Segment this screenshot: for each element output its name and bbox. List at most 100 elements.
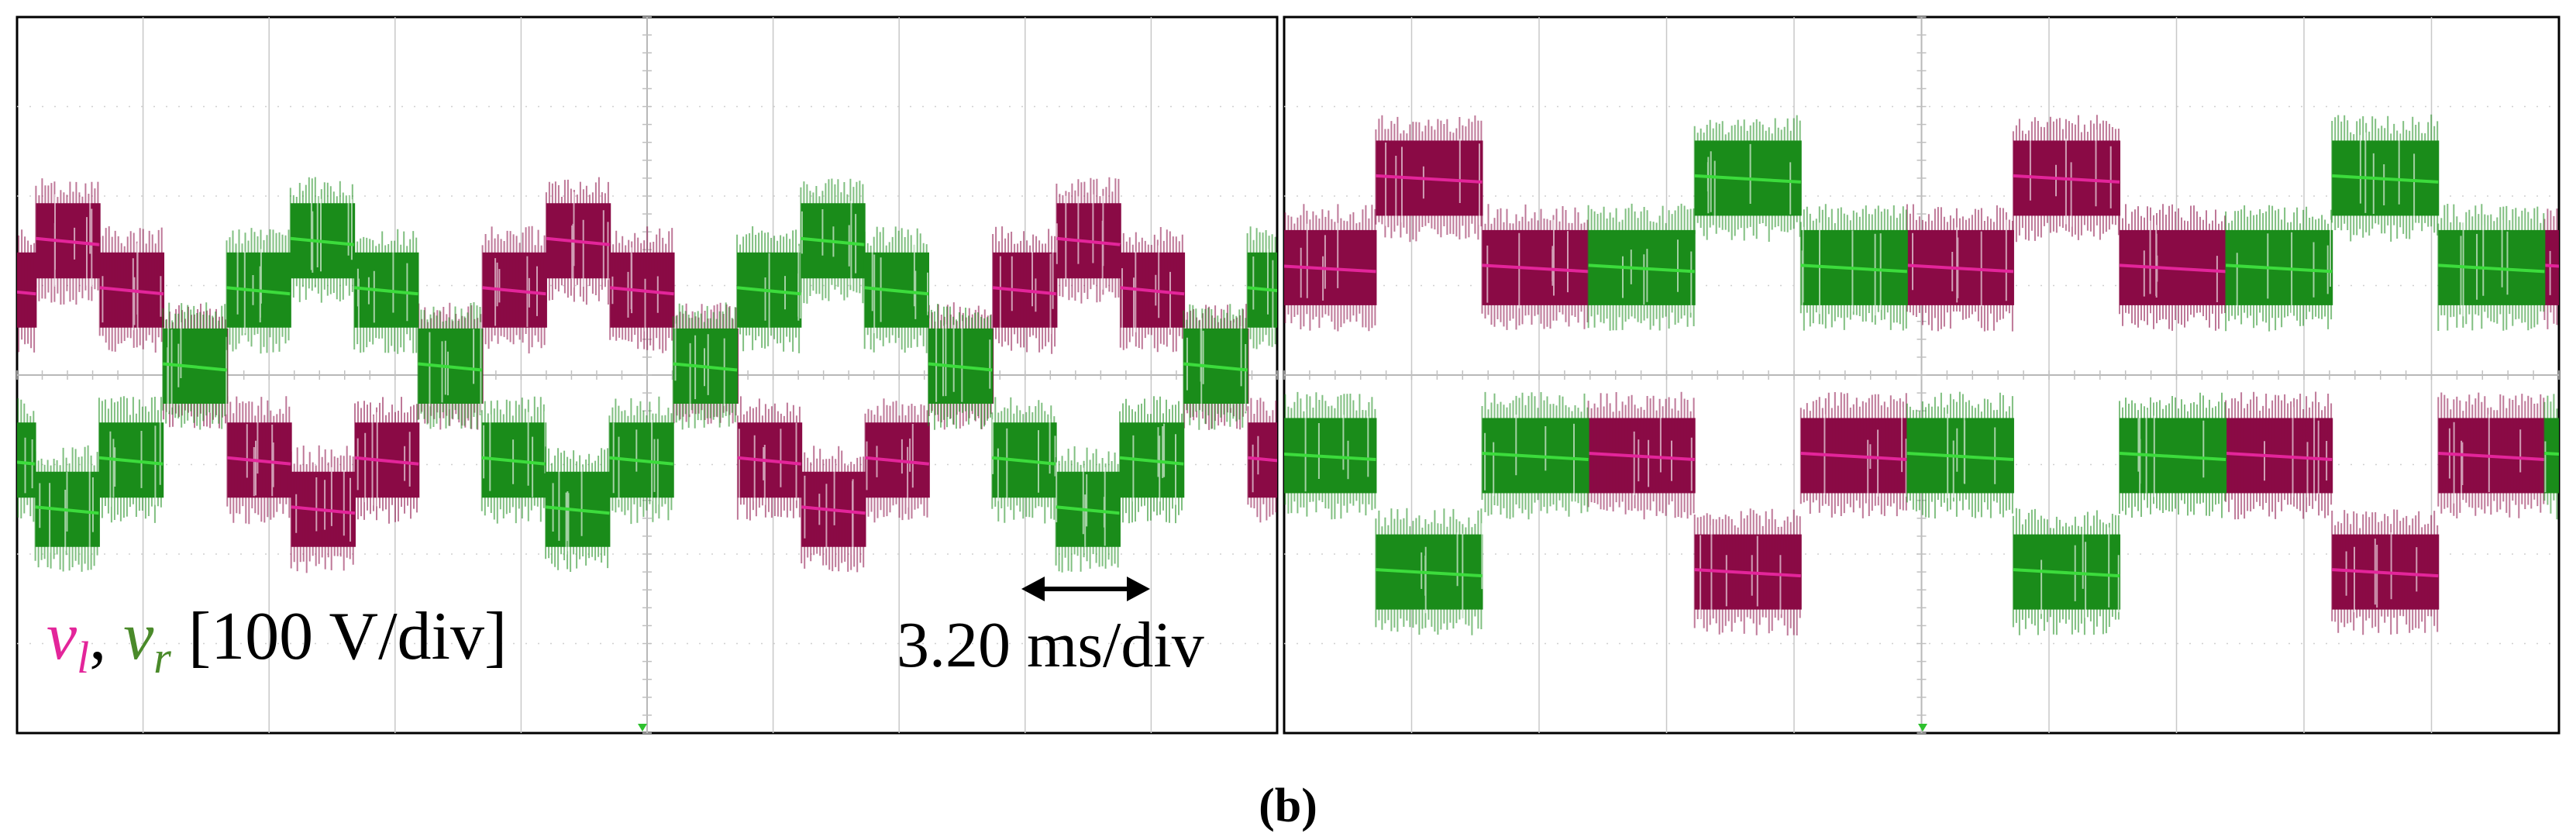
series-vl-line	[1800, 451, 1907, 461]
series-vr-line	[928, 362, 993, 372]
series-vl-ripple	[1284, 204, 1376, 332]
trigger-marker-left	[638, 724, 647, 732]
series-vr-line	[2438, 263, 2545, 274]
series-vr-switching	[24, 437, 33, 494]
traces-right	[1284, 114, 2559, 636]
series-vl-switching	[2345, 532, 2418, 613]
series-vr-line	[1588, 263, 1695, 274]
vr-label: v	[123, 599, 154, 674]
series-vr-line	[736, 286, 801, 296]
unit-label: [100 V/div]	[188, 599, 507, 674]
series-vl-line	[1906, 263, 2014, 274]
series-vl-line	[801, 505, 866, 515]
series-vl-switching	[611, 247, 659, 332]
series-vl-switching	[1633, 417, 1693, 495]
chart-panel-left: vl, vr [100 V/div] 3.20 ms/div	[15, 15, 1279, 735]
series-vr-line	[992, 456, 1056, 466]
time-scale-label: 3.20 ms/div	[897, 609, 1204, 681]
series-vl-line	[546, 236, 611, 246]
series-vl-line	[1120, 286, 1185, 296]
time-scale-arrow	[1021, 577, 1150, 601]
series-vr-band	[2544, 418, 2559, 494]
series-vr-left	[17, 177, 1277, 573]
series-vl-line	[1056, 236, 1121, 246]
series-vr-right	[1284, 114, 2559, 635]
series-vl-line	[737, 456, 802, 466]
vl-label: v	[46, 599, 77, 674]
series-vr-line	[1183, 362, 1248, 372]
series-vr-switching	[1421, 523, 1483, 619]
series-vr-line	[353, 286, 418, 296]
series-vl-line	[1376, 174, 1483, 184]
series-vl-line	[2013, 174, 2120, 184]
series-vl-line	[36, 236, 100, 246]
series-vr-switching	[1132, 423, 1176, 505]
series-vl-switching	[1252, 435, 1259, 493]
series-vl-line	[2438, 451, 2545, 461]
series-vr-line	[35, 505, 100, 515]
series-vl-right	[1284, 115, 2559, 636]
series-vl-line	[2332, 568, 2439, 578]
series-vr-line	[2119, 451, 2226, 461]
series-vl-line	[992, 286, 1057, 296]
series-vl-line	[2119, 263, 2226, 274]
series-vr-line	[1376, 568, 1483, 578]
series-vl-band	[2544, 229, 2559, 305]
series-vl-switching	[1486, 219, 1569, 308]
series-vr-switching	[236, 243, 262, 334]
vl-subscript: l	[77, 632, 89, 683]
series-vr-line	[481, 456, 546, 466]
series-vr-line	[545, 505, 610, 515]
series-vl-line	[610, 286, 674, 296]
series-vl-line	[354, 456, 419, 466]
series-vl-line	[1248, 456, 1277, 463]
series-vr-line	[1284, 453, 1376, 461]
series-vr-ripple	[17, 398, 35, 522]
series-vl-switching	[571, 191, 609, 288]
series-vr-switching	[109, 421, 161, 507]
series-vr-switching	[1484, 415, 1575, 503]
series-vr-line	[290, 236, 355, 246]
series-vr-switching	[1252, 249, 1274, 329]
series-vr-switching	[1622, 239, 1693, 313]
series-vr-line	[609, 456, 673, 466]
series-vr-line	[673, 362, 738, 372]
signal-label: vl, vr [100 V/div]	[46, 599, 507, 683]
series-vr-line	[1694, 174, 1801, 184]
series-vl-line	[1588, 451, 1695, 461]
vr-subscript: r	[153, 632, 171, 683]
traces-left	[17, 177, 1277, 573]
series-vr-switching	[992, 418, 1056, 507]
series-vl-line	[1284, 264, 1376, 274]
series-vr-switching	[935, 319, 991, 402]
series-vr-switching	[2359, 131, 2416, 219]
trigger-marker-right	[1918, 724, 1927, 732]
series-vr-line	[418, 362, 482, 372]
series-vl-line	[2225, 451, 2333, 461]
series-vr-line	[98, 456, 164, 466]
series-vl-switching	[2549, 250, 2551, 295]
series-vl-switching	[53, 194, 93, 287]
series-vl-line	[865, 456, 930, 466]
label-separator: ,	[89, 599, 123, 674]
series-vl-switching	[1121, 245, 1171, 338]
series-vl-line	[227, 456, 291, 466]
series-vl-line	[17, 290, 36, 296]
series-vl-line	[99, 286, 164, 296]
series-vr-line	[864, 286, 929, 296]
series-vl-switching	[866, 424, 914, 508]
series-vr-line	[1056, 505, 1121, 515]
series-vr-switching	[1304, 409, 1369, 492]
series-vl-switching	[1300, 222, 1339, 301]
series-vl-switching	[2029, 129, 2112, 227]
series-vl-line	[291, 505, 356, 515]
series-vr-switching	[39, 464, 94, 556]
series-vl-switching	[738, 422, 797, 505]
series-vl-switching	[295, 466, 351, 542]
series-vr-line	[226, 286, 291, 296]
figure-caption: (b)	[1259, 780, 1317, 832]
series-vr-line	[1800, 263, 1907, 274]
series-vr-line	[801, 236, 865, 246]
chart-panel-right	[1283, 15, 2561, 735]
